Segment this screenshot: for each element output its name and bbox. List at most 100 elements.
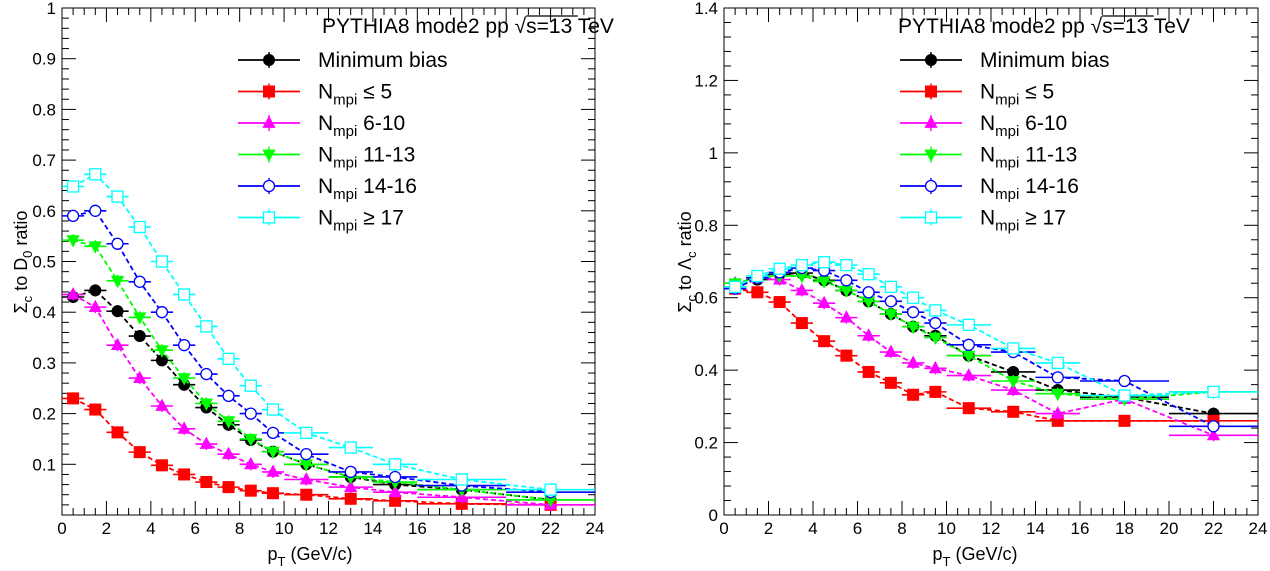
series-1 [62,392,595,511]
legend-label: Nmpi ≥ 17 [980,207,1066,235]
y-tick-label: 1 [709,144,718,163]
legend-label-suffix: ≥ 17 [1019,207,1066,230]
legend-label-n: N [318,81,333,104]
legend-label-suffix: ≤ 5 [357,81,392,104]
data-point [200,320,213,333]
data-point [773,262,786,275]
data-point [840,274,853,287]
data-point [222,352,235,365]
ylabel-sub1: c [684,294,699,301]
ylabel-mid: to D [11,258,31,296]
data-point [1007,405,1020,418]
legend-entry-1: Nmpi ≤ 5 [238,81,392,109]
data-point [222,389,235,403]
x-tick-label: 22 [1204,519,1223,538]
data-point [906,321,920,335]
data-point [244,434,258,447]
data-point [299,472,313,485]
data-point [928,360,942,374]
legend-marker [262,149,276,162]
data-point [862,268,875,281]
legend-label-n: N [980,144,995,167]
x-tick-label: 6 [191,519,200,538]
data-point [199,398,213,411]
legend-marker [262,179,276,193]
legend-marker [924,115,938,128]
legend-marker [263,85,275,98]
ylabel-mid: to Λ [675,258,695,295]
legend-entry-5: Nmpi ≥ 17 [900,207,1066,235]
data-point [133,330,146,343]
data-point [89,403,102,416]
legend-entry-4: Nmpi 14-16 [900,175,1079,203]
data-point [817,276,831,289]
data-point [111,190,124,203]
data-point [244,456,258,470]
series-2 [724,270,1258,442]
data-point [89,204,102,217]
legend-label-suffix: ≥ 17 [357,207,404,230]
data-point [177,373,191,386]
y-tick-label: 0.8 [32,100,56,119]
y-tick-label: 0.6 [694,289,718,308]
legend-label-text: Minimum bias [318,49,448,72]
data-point [244,407,257,420]
y-tick-label: 1.2 [694,71,718,90]
data-point [906,291,920,304]
x-tick-label: 4 [808,519,817,538]
y-tick-label: 0.1 [32,455,56,474]
legend-label-sub: mpi [333,186,357,203]
data-point [1051,356,1064,370]
ylabel-sub1: c [20,295,35,302]
data-point [862,365,875,378]
x-tick-label: 8 [235,519,244,538]
x-axis-label: pT (GeV/c) [268,544,353,569]
legend-label-n: N [318,207,333,230]
data-point [200,476,213,489]
data-point [110,275,125,289]
x-tick-label: 20 [497,519,516,538]
legend-entry-0: Minimum bias [900,49,1110,72]
x-tick-label: 0 [719,519,728,538]
data-point [177,339,191,352]
x-tick-label: 18 [1115,519,1134,538]
data-point [177,288,191,301]
title-main: PYTHIA8 mode2 pp [898,15,1091,38]
legend-label-n: N [980,112,995,135]
data-point [751,269,764,283]
data-point [862,286,875,299]
legend-entry-0: Minimum bias [238,49,448,72]
data-point [1207,420,1220,433]
ylabel-sub2: c [684,251,699,258]
data-point [840,349,853,362]
x-tick-label: 4 [146,519,155,538]
legend-label-sub: mpi [333,155,357,172]
legend-label: Nmpi 14-16 [318,175,417,203]
y-tick-label: 0.2 [32,405,56,424]
data-point [929,385,942,398]
legend-marker [262,115,276,128]
data-point [962,318,975,332]
data-point [455,473,468,486]
y-tick-label: 0.9 [32,50,56,69]
data-point [133,275,146,288]
data-point [344,492,357,505]
x-tick-label: 18 [452,519,471,538]
data-point [266,464,280,477]
y-tick-label: 0 [709,506,718,525]
data-point [155,398,169,411]
data-point [1051,388,1065,402]
data-point [962,338,975,351]
legend-marker [924,179,938,193]
data-point [178,468,191,481]
data-point [200,367,213,381]
data-point [199,436,213,449]
data-point [884,376,897,389]
legend-label-sub: mpi [995,155,1019,172]
x-tick-label: 20 [1160,519,1179,538]
data-point [1051,371,1064,384]
title-main: PYTHIA8 mode2 pp [322,15,515,38]
data-point [111,237,124,250]
legend-label-n: N [980,175,995,198]
data-point [67,392,80,405]
